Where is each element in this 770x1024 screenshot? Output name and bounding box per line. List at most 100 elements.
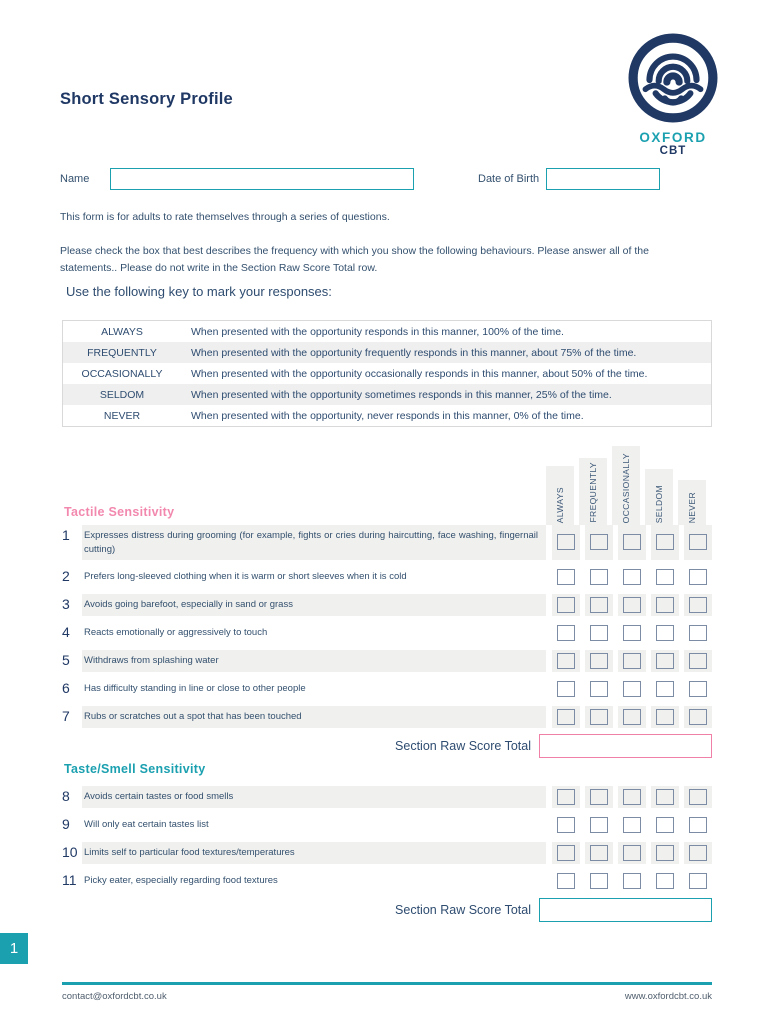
checkbox-frequently[interactable] bbox=[590, 844, 608, 861]
response-cell-frequently bbox=[585, 841, 613, 864]
name-label: Name bbox=[60, 173, 90, 185]
checkbox-seldom[interactable] bbox=[656, 680, 674, 697]
response-cells bbox=[552, 649, 712, 672]
response-cell-occasionally bbox=[618, 785, 646, 808]
response-cell-always bbox=[552, 705, 580, 728]
checkbox-frequently[interactable] bbox=[590, 872, 608, 889]
checkbox-never[interactable] bbox=[689, 534, 707, 551]
checkbox-frequently[interactable] bbox=[590, 624, 608, 641]
checkbox-occasionally[interactable] bbox=[623, 788, 641, 805]
checkbox-seldom[interactable] bbox=[656, 844, 674, 861]
response-cell-always bbox=[552, 525, 580, 560]
section-1-rows: 8 Avoids certain tastes or food smells 9… bbox=[62, 785, 712, 892]
section-total-row-tactile: Section Raw Score Total bbox=[62, 733, 712, 758]
checkbox-never[interactable] bbox=[689, 680, 707, 697]
checkbox-frequently[interactable] bbox=[590, 708, 608, 725]
checkbox-occasionally[interactable] bbox=[623, 568, 641, 585]
name-input[interactable] bbox=[110, 168, 414, 190]
checkbox-seldom[interactable] bbox=[656, 624, 674, 641]
checkbox-never[interactable] bbox=[689, 708, 707, 725]
response-column-strip: FREQUENTLY bbox=[579, 458, 607, 525]
checkbox-always[interactable] bbox=[557, 568, 575, 585]
response-cell-occasionally bbox=[618, 622, 646, 644]
checkbox-frequently[interactable] bbox=[590, 680, 608, 697]
response-cell-always bbox=[552, 649, 580, 672]
response-cells bbox=[552, 593, 712, 616]
key-table-row: NEVER When presented with the opportunit… bbox=[63, 405, 712, 427]
checkbox-never[interactable] bbox=[689, 872, 707, 889]
checkbox-frequently[interactable] bbox=[590, 596, 608, 613]
checkbox-occasionally[interactable] bbox=[623, 652, 641, 669]
checkbox-always[interactable] bbox=[557, 788, 575, 805]
checkbox-never[interactable] bbox=[689, 816, 707, 833]
checkbox-never[interactable] bbox=[689, 596, 707, 613]
checkbox-always[interactable] bbox=[557, 624, 575, 641]
checkbox-occasionally[interactable] bbox=[623, 534, 641, 551]
checkbox-frequently[interactable] bbox=[590, 534, 608, 551]
section-0-rows: 1 Expresses distress during grooming (fo… bbox=[62, 525, 712, 728]
checkbox-never[interactable] bbox=[689, 568, 707, 585]
brand-subname: CBT bbox=[659, 145, 687, 157]
checkbox-frequently[interactable] bbox=[590, 816, 608, 833]
checkbox-always[interactable] bbox=[557, 872, 575, 889]
intro-line-1: This form is for adults to rate themselv… bbox=[60, 211, 390, 223]
response-column-strip: NEVER bbox=[678, 480, 706, 525]
response-cell-frequently bbox=[585, 593, 613, 616]
checkbox-occasionally[interactable] bbox=[623, 624, 641, 641]
response-cell-never bbox=[684, 525, 712, 560]
checkbox-seldom[interactable] bbox=[656, 568, 674, 585]
checkbox-always[interactable] bbox=[557, 816, 575, 833]
brand-name: OXFORD bbox=[639, 130, 707, 145]
checkbox-always[interactable] bbox=[557, 534, 575, 551]
response-cells bbox=[552, 678, 712, 700]
question-row: 10 Limits self to particular food textur… bbox=[62, 841, 712, 864]
response-cell-seldom bbox=[651, 525, 679, 560]
checkbox-occasionally[interactable] bbox=[623, 816, 641, 833]
question-row: 11 Picky eater, especially regarding foo… bbox=[62, 870, 712, 892]
checkbox-occasionally[interactable] bbox=[623, 680, 641, 697]
checkbox-never[interactable] bbox=[689, 652, 707, 669]
question-number: 2 bbox=[62, 567, 70, 584]
checkbox-never[interactable] bbox=[689, 624, 707, 641]
section-total-input-taste-smell[interactable] bbox=[539, 897, 712, 922]
checkbox-seldom[interactable] bbox=[656, 596, 674, 613]
question-row: 5 Withdraws from splashing water bbox=[62, 649, 712, 672]
checkbox-seldom[interactable] bbox=[656, 652, 674, 669]
checkbox-frequently[interactable] bbox=[590, 568, 608, 585]
response-cell-always bbox=[552, 841, 580, 864]
checkbox-always[interactable] bbox=[557, 680, 575, 697]
key-table-row: ALWAYS When presented with the opportuni… bbox=[63, 321, 712, 343]
checkbox-occasionally[interactable] bbox=[623, 708, 641, 725]
checkbox-occasionally[interactable] bbox=[623, 844, 641, 861]
response-cell-occasionally bbox=[618, 870, 646, 892]
checkbox-always[interactable] bbox=[557, 844, 575, 861]
key-term: ALWAYS bbox=[101, 325, 143, 338]
response-cells bbox=[552, 814, 712, 836]
checkbox-always[interactable] bbox=[557, 652, 575, 669]
checkbox-always[interactable] bbox=[557, 596, 575, 613]
checkbox-seldom[interactable] bbox=[656, 788, 674, 805]
footer-email[interactable]: contact@oxfordcbt.co.uk bbox=[62, 991, 167, 1002]
checkbox-frequently[interactable] bbox=[590, 788, 608, 805]
checkbox-frequently[interactable] bbox=[590, 652, 608, 669]
checkbox-seldom[interactable] bbox=[656, 708, 674, 725]
checkbox-seldom[interactable] bbox=[656, 534, 674, 551]
checkbox-occasionally[interactable] bbox=[623, 596, 641, 613]
checkbox-always[interactable] bbox=[557, 708, 575, 725]
checkbox-never[interactable] bbox=[689, 788, 707, 805]
question-row: 1 Expresses distress during grooming (fo… bbox=[62, 525, 712, 560]
question-number: 3 bbox=[62, 595, 70, 612]
footer-website[interactable]: www.oxfordcbt.co.uk bbox=[624, 991, 712, 1002]
checkbox-seldom[interactable] bbox=[656, 816, 674, 833]
question-row: 4 Reacts emotionally or aggressively to … bbox=[62, 622, 712, 644]
response-cell-always bbox=[552, 566, 580, 588]
question-text: Withdraws from splashing water bbox=[82, 649, 546, 672]
response-cell-frequently bbox=[585, 566, 613, 588]
checkbox-seldom[interactable] bbox=[656, 872, 674, 889]
checkbox-never[interactable] bbox=[689, 844, 707, 861]
response-cell-never bbox=[684, 841, 712, 864]
section-total-input-tactile[interactable] bbox=[539, 733, 712, 758]
dob-input[interactable] bbox=[546, 168, 660, 190]
checkbox-occasionally[interactable] bbox=[623, 872, 641, 889]
response-columns: ALWAYS FREQUENTLY OCCASIONALLY SELDOM NE… bbox=[546, 446, 706, 525]
